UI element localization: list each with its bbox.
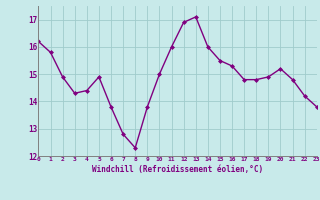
- X-axis label: Windchill (Refroidissement éolien,°C): Windchill (Refroidissement éolien,°C): [92, 165, 263, 174]
